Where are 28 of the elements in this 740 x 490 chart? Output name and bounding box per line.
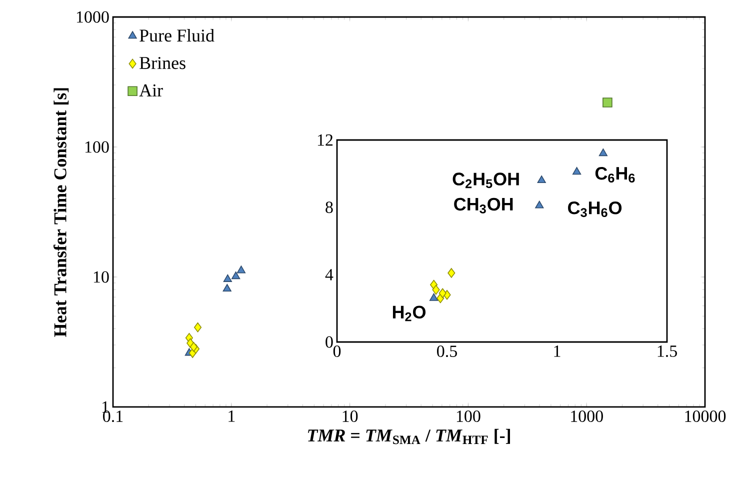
y-tick-label: 10 [94, 271, 109, 283]
y-axis-title: Heat Transfer Time Constant [s] [54, 88, 69, 337]
y-tick-label: 100 [85, 141, 109, 153]
y-tick-label: 1000 [76, 11, 109, 23]
annotation: C$_{3}$H$_{6}$O [568, 202, 622, 218]
x-axis-title: TMR = TM$_{SMA}$ / TM$_{HTF}$ [-] [308, 428, 510, 444]
y-tick-label: 8 [326, 202, 333, 214]
annotation: C$_{2}$H$_{5}$OH [452, 172, 519, 188]
annotation: H$_{2}$O [392, 306, 426, 322]
y-tick-label: 12 [318, 134, 333, 146]
legend-label: Pure Fluid [140, 28, 214, 42]
annotation: C$_{6}$H$_{6}$ [595, 166, 635, 183]
x-tick-label: 10 [342, 410, 358, 422]
legend-label: Air [139, 84, 163, 96]
y-tick-label: 0 [326, 336, 333, 348]
legend-label: Brines [140, 56, 186, 70]
x-tick-label: 10000 [685, 410, 726, 422]
x-tick-label: 1.5 [658, 346, 677, 357]
x-tick-label: 1000 [571, 410, 603, 422]
x-tick-label: 0 [333, 346, 341, 357]
annotation: CH$_{3}$OH [454, 198, 513, 214]
x-tick-label: 1 [554, 346, 560, 357]
x-tick-label: 0.5 [437, 346, 457, 358]
x-tick-label: 0.1 [103, 410, 123, 422]
y-tick-label: 1 [102, 401, 108, 413]
y-tick-label: 4 [325, 269, 334, 280]
x-tick-label: 1 [228, 410, 235, 422]
x-tick-label: 100 [456, 410, 480, 422]
